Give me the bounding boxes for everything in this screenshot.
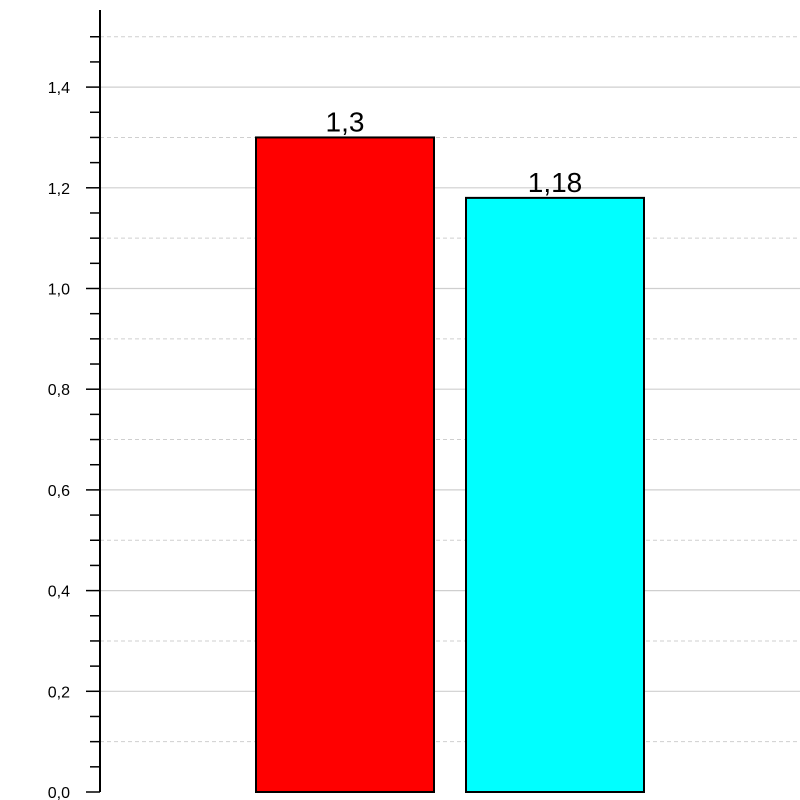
- bars: [255, 136, 645, 793]
- gridlines: [100, 36, 800, 743]
- y-tick-label: 1,2: [48, 181, 70, 198]
- bar-2-value-label: 1,18: [528, 167, 583, 198]
- y-tick-label: 1,0: [48, 282, 70, 299]
- bar-2: [465, 196, 645, 793]
- y-tick-label: 0,8: [48, 382, 70, 399]
- y-tick-label: 0,2: [48, 684, 70, 701]
- y-tick-label: 0,4: [48, 584, 70, 601]
- y-tick-label: 0,0: [48, 785, 70, 800]
- bar-1: [255, 136, 435, 793]
- bar-1-value-label: 1,3: [326, 106, 365, 137]
- value-labels: 1,3 1,18: [326, 106, 583, 197]
- y-axis: 0,0 0,2 0,4 0,6 0,8 1,0 1,2 1,4: [48, 10, 101, 800]
- y-tick-label: 0,6: [48, 483, 70, 500]
- y-tick-label: 1,4: [48, 80, 70, 97]
